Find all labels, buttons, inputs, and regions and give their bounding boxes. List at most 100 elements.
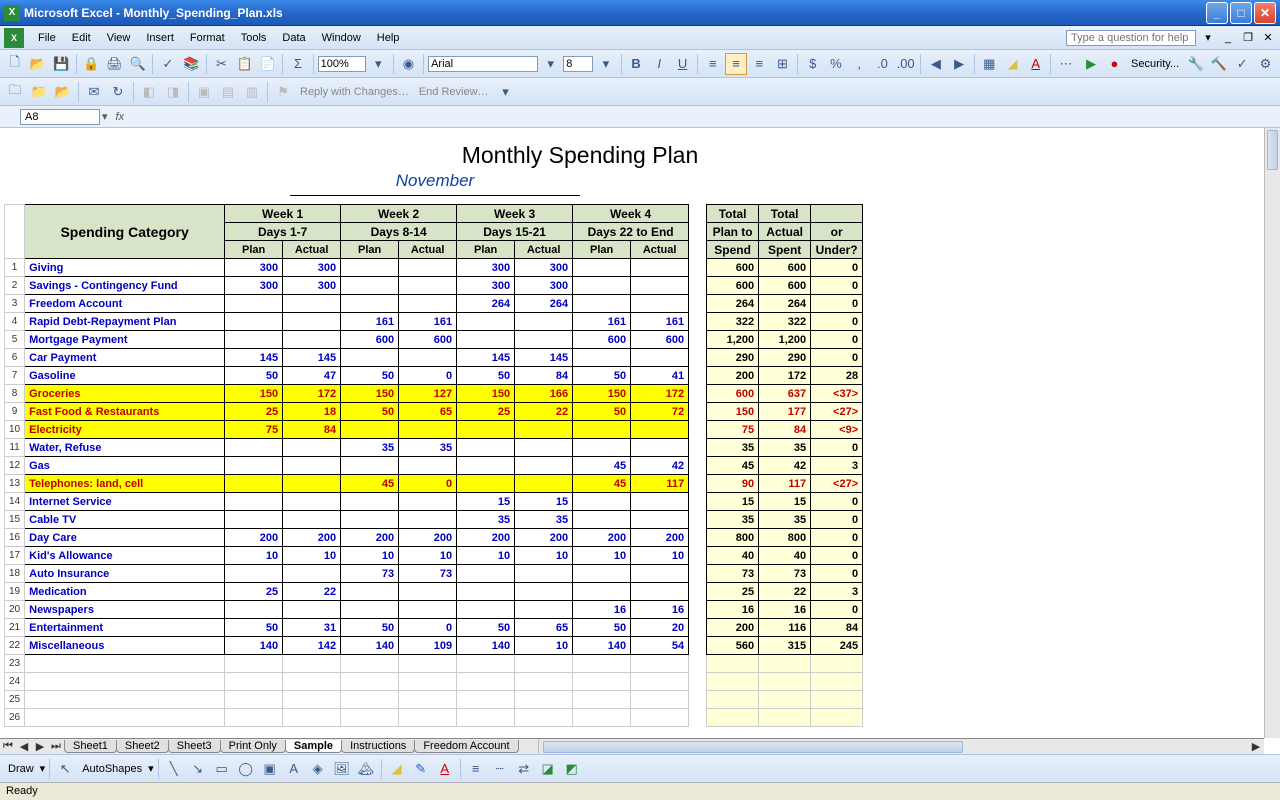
help-search-input[interactable] bbox=[1066, 30, 1196, 46]
font-color-draw-icon[interactable]: A bbox=[434, 758, 456, 780]
doc-close-button[interactable]: ✕ bbox=[1260, 31, 1276, 45]
autoshapes-menu[interactable]: AutoShapes bbox=[78, 763, 146, 775]
horizontal-scrollbar[interactable] bbox=[538, 739, 1248, 755]
fontsize-select[interactable] bbox=[563, 56, 593, 72]
rev-drop-icon[interactable]: ▾ bbox=[495, 81, 517, 103]
rev-9-icon[interactable]: ▤ bbox=[217, 81, 239, 103]
line-color-icon[interactable]: ✎ bbox=[410, 758, 432, 780]
align-center-icon[interactable]: ≡ bbox=[725, 53, 746, 75]
comma-icon[interactable]: , bbox=[849, 53, 870, 75]
align-left-icon[interactable]: ≡ bbox=[702, 53, 723, 75]
tab-next-icon[interactable]: ▶ bbox=[32, 740, 48, 753]
cut-icon[interactable]: ✂ bbox=[211, 53, 232, 75]
font-select[interactable] bbox=[428, 56, 538, 72]
name-box[interactable] bbox=[20, 109, 100, 125]
autoshapes-drop-icon[interactable]: ▾ bbox=[148, 762, 154, 775]
dropdown-icon[interactable]: ▾ bbox=[1200, 31, 1216, 45]
line-style-icon[interactable]: ≡ bbox=[465, 758, 487, 780]
fill-icon[interactable]: ◢ bbox=[386, 758, 408, 780]
rev-flag-icon[interactable]: ⚑ bbox=[272, 81, 294, 103]
percent-icon[interactable]: % bbox=[825, 53, 846, 75]
align-right-icon[interactable]: ≡ bbox=[749, 53, 770, 75]
sheet-tab[interactable]: Freedom Account bbox=[414, 740, 518, 753]
record-icon[interactable]: ● bbox=[1104, 53, 1125, 75]
shadow-icon[interactable]: ◪ bbox=[537, 758, 559, 780]
autosum-icon[interactable]: Σ bbox=[287, 53, 308, 75]
diagram-icon[interactable]: ◈ bbox=[307, 758, 329, 780]
doc-restore-button[interactable]: ❐ bbox=[1240, 31, 1256, 45]
rev-4-icon[interactable]: ✉ bbox=[83, 81, 105, 103]
end-review-button[interactable]: End Review… bbox=[415, 86, 493, 98]
menu-file[interactable]: File bbox=[30, 30, 64, 46]
font-color-icon[interactable]: A bbox=[1025, 53, 1046, 75]
new-icon[interactable]: 🗋 bbox=[4, 53, 25, 75]
print-icon[interactable]: 🖨 bbox=[104, 53, 125, 75]
rev-3-icon[interactable]: 📂 bbox=[52, 81, 74, 103]
sheet-tab[interactable]: Sample bbox=[285, 740, 342, 753]
3d-icon[interactable]: ◩ bbox=[561, 758, 583, 780]
arrow-icon[interactable]: ↘ bbox=[187, 758, 209, 780]
clipart-icon[interactable]: 🖼 bbox=[331, 758, 353, 780]
doc-minimize-button[interactable]: _ bbox=[1220, 31, 1236, 45]
save-icon[interactable]: 💾 bbox=[50, 53, 71, 75]
sheet-tab[interactable]: Sheet1 bbox=[64, 740, 117, 753]
fill-color-icon[interactable]: ◢ bbox=[1002, 53, 1023, 75]
rev-2-icon[interactable]: 📁 bbox=[28, 81, 50, 103]
formula-input[interactable] bbox=[130, 110, 1280, 124]
menu-view[interactable]: View bbox=[99, 30, 139, 46]
bold-icon[interactable]: B bbox=[626, 53, 647, 75]
reply-changes-button[interactable]: Reply with Changes… bbox=[296, 86, 413, 98]
more-icon[interactable]: ⋯ bbox=[1055, 53, 1076, 75]
menu-tools[interactable]: Tools bbox=[233, 30, 275, 46]
minimize-button[interactable]: _ bbox=[1206, 2, 1228, 24]
merge-icon[interactable]: ⊞ bbox=[772, 53, 793, 75]
zoom-drop-icon[interactable]: ▾ bbox=[368, 53, 389, 75]
research-icon[interactable]: 📚 bbox=[181, 53, 202, 75]
italic-icon[interactable]: I bbox=[649, 53, 670, 75]
rev-10-icon[interactable]: ▥ bbox=[241, 81, 263, 103]
rev-1-icon[interactable]: 🗀 bbox=[4, 81, 26, 103]
hscroll-right-icon[interactable]: ▶ bbox=[1248, 740, 1264, 753]
security-button[interactable]: Security... bbox=[1127, 58, 1183, 70]
menu-edit[interactable]: Edit bbox=[64, 30, 99, 46]
underline-icon[interactable]: U bbox=[672, 53, 693, 75]
fontsize-drop-icon[interactable]: ▾ bbox=[595, 53, 616, 75]
budget-table[interactable]: Spending CategoryWeek 1Week 2Week 3Week … bbox=[4, 204, 863, 727]
menu-window[interactable]: Window bbox=[314, 30, 369, 46]
dec-indent-icon[interactable]: ◀ bbox=[925, 53, 946, 75]
zoom-select[interactable] bbox=[318, 56, 366, 72]
picture-icon[interactable]: 🏔 bbox=[355, 758, 377, 780]
preview-icon[interactable]: 🔍 bbox=[127, 53, 148, 75]
draw-menu[interactable]: Draw bbox=[4, 763, 38, 775]
sheet-tab[interactable]: Sheet3 bbox=[168, 740, 221, 753]
vertical-scrollbar[interactable] bbox=[1264, 128, 1280, 738]
dropdown-icon[interactable]: ▾ bbox=[100, 110, 110, 123]
sheet-tab[interactable]: Print Only bbox=[220, 740, 286, 753]
fx-icon[interactable]: fx bbox=[116, 111, 125, 123]
currency-icon[interactable]: $ bbox=[802, 53, 823, 75]
sheet-tab[interactable]: Instructions bbox=[341, 740, 415, 753]
textbox-icon[interactable]: ▣ bbox=[259, 758, 281, 780]
open-icon[interactable]: 📂 bbox=[27, 53, 48, 75]
sheet-tab[interactable]: Sheet2 bbox=[116, 740, 169, 753]
dec-dec-icon[interactable]: .00 bbox=[895, 53, 916, 75]
rect-icon[interactable]: ▭ bbox=[211, 758, 233, 780]
tool-3-icon[interactable]: ✓ bbox=[1232, 53, 1253, 75]
copy-icon[interactable]: 📋 bbox=[234, 53, 255, 75]
arrow-style-icon[interactable]: ⇄ bbox=[513, 758, 535, 780]
play-icon[interactable]: ▶ bbox=[1081, 53, 1102, 75]
tool-2-icon[interactable]: 🔨 bbox=[1208, 53, 1229, 75]
permission-icon[interactable]: 🔒 bbox=[81, 53, 102, 75]
maximize-button[interactable]: □ bbox=[1230, 2, 1252, 24]
spell-icon[interactable]: ✓ bbox=[157, 53, 178, 75]
menu-help[interactable]: Help bbox=[369, 30, 408, 46]
tool-1-icon[interactable]: 🔧 bbox=[1185, 53, 1206, 75]
rev-8-icon[interactable]: ▣ bbox=[193, 81, 215, 103]
tab-last-icon[interactable]: ⏭ bbox=[48, 740, 64, 753]
oval-icon[interactable]: ◯ bbox=[235, 758, 257, 780]
draw-drop-icon[interactable]: ▾ bbox=[40, 762, 46, 775]
close-button[interactable]: ✕ bbox=[1254, 2, 1276, 24]
tab-prev-icon[interactable]: ◀ bbox=[16, 740, 32, 753]
menu-insert[interactable]: Insert bbox=[138, 30, 182, 46]
inc-indent-icon[interactable]: ▶ bbox=[948, 53, 969, 75]
